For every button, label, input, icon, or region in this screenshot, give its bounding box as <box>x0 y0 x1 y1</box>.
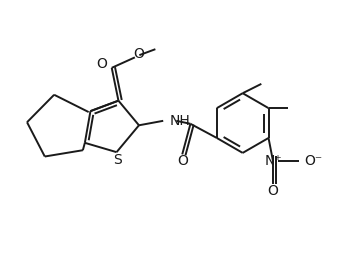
Text: O⁻: O⁻ <box>304 154 323 168</box>
Text: S: S <box>113 153 122 167</box>
Text: NH: NH <box>170 114 190 128</box>
Text: O: O <box>133 47 144 61</box>
Text: O: O <box>177 154 188 168</box>
Text: O: O <box>96 57 107 71</box>
Text: N⁺: N⁺ <box>264 154 282 168</box>
Text: O: O <box>267 184 278 198</box>
